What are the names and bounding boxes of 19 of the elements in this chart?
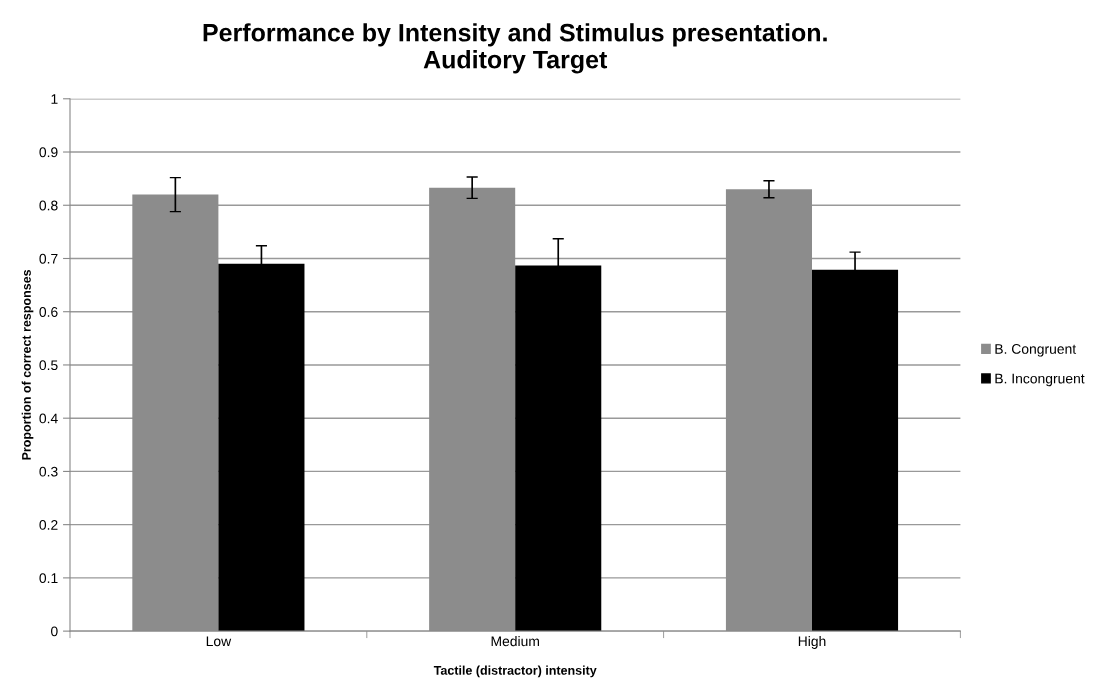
- x-tick-label: Medium: [491, 635, 539, 647]
- legend-label: B. Congruent: [995, 344, 1077, 357]
- chart-title: Performance by Intensity and Stimulus presentation. Auditory Target: [203, 23, 827, 74]
- y-tick-label: 0.2: [39, 519, 58, 530]
- y-axis-title: Proportion of correct responses: [21, 269, 34, 460]
- y-tick-label: 0: [51, 626, 58, 637]
- x-axis-title: Tactile (distractor) intensity: [433, 665, 597, 678]
- x-tick-label: High: [798, 635, 826, 649]
- y-tick-label: 0.6: [39, 307, 58, 317]
- y-tick-label: 1: [51, 94, 58, 104]
- y-tick-label: 0.1: [39, 573, 58, 584]
- y-tick-label: 0.3: [39, 466, 58, 477]
- y-tick-label: 0.5: [39, 360, 58, 371]
- y-tick-label: 0.9: [39, 147, 58, 158]
- y-tick-label: 0.4: [39, 413, 58, 424]
- y-tick-label: 0.8: [39, 200, 58, 211]
- x-tick-label: Low: [206, 636, 232, 647]
- legend-label: B. Incongruent: [995, 373, 1085, 387]
- y-tick-label: 0.7: [39, 253, 58, 264]
